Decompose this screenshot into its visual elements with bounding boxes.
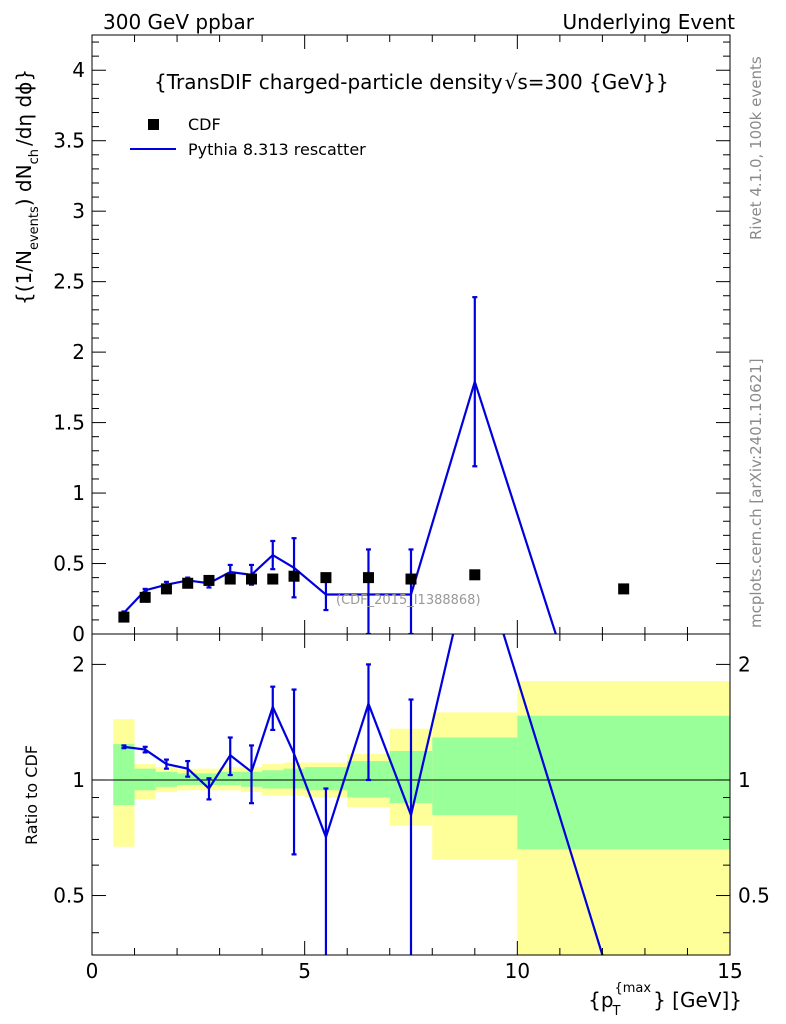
ratio-y-tick-label: 0.5 [53, 884, 85, 908]
main-y-axis-label: {(1/Nevents) dNch/dη dϕ} [12, 69, 42, 305]
chart-title-suffix: s=300 {GeV}} [517, 70, 668, 94]
band-green-7 [262, 770, 284, 789]
ratio-y-tick-label: 2 [72, 652, 85, 676]
main-y-tick-label: 3.5 [53, 129, 85, 153]
main-y-tick-label: 1.5 [53, 411, 85, 435]
cdf-point [203, 574, 215, 586]
cdf-point [405, 573, 417, 585]
ylabel-sub-ch: ch [27, 149, 42, 164]
x-axis-label: {pT {max} [GeV]} [588, 981, 742, 1019]
x-tick-label: 5 [298, 959, 311, 983]
header-left: 300 GeV ppbar [103, 10, 255, 34]
band-green-3 [177, 773, 199, 786]
cdf-point [118, 611, 130, 623]
ratio-y-tick-label-right: 1 [738, 768, 751, 792]
main-y-tick-label: 2 [72, 340, 85, 364]
x-tick-label: 10 [505, 959, 530, 983]
header-right: Underlying Event [562, 10, 735, 34]
band-green-12 [432, 737, 518, 816]
main-y-tick-label: 0 [72, 622, 85, 646]
ratio-y-tick-label-right: 0.5 [738, 884, 770, 908]
chart-title: {TransDIF charged-particle density √s=300… [154, 70, 669, 94]
cdf-point [267, 573, 279, 585]
cdf-point [320, 572, 332, 584]
cdf-point [246, 573, 257, 585]
cdf-point [139, 591, 151, 603]
band-green-13 [517, 715, 730, 850]
legend-cdf-label: CDF [188, 115, 221, 134]
legend-cdf-marker [148, 119, 159, 130]
legend: CDF Pythia 8.313 rescatter [130, 115, 366, 159]
ratio-line [123, 634, 604, 955]
x-tick-label: 0 [86, 959, 99, 983]
xlabel-part-2: } [GeV]} [653, 988, 742, 1012]
main-y-tick-label: 4 [72, 58, 85, 82]
xlabel-sup: {max [614, 981, 651, 996]
ylabel-part-2: ) dN [12, 164, 36, 206]
main-y-tick-label: 1 [72, 481, 85, 505]
ratio-y-tick-label-right: 2 [738, 652, 751, 676]
main-y-tick-label: 3 [72, 199, 85, 223]
mcplots-label: mcplots.cern.ch [arXiv:2401.10621] [747, 358, 765, 628]
xlabel-part-1: {p [588, 988, 613, 1012]
ratio-data-layer [121, 634, 604, 955]
ratio-y-tick-label: 1 [72, 768, 85, 792]
ratio-frame [91, 633, 731, 956]
ylabel-sub-events: events [27, 206, 42, 250]
band-green-2 [155, 771, 178, 787]
ratio-y-axis-label: Ratio to CDF [22, 745, 41, 845]
main-data-layer [118, 296, 630, 634]
cdf-point [469, 569, 481, 581]
band-green-0 [113, 744, 135, 806]
cdf-point [618, 583, 630, 595]
ylabel-part-1: {(1/N [12, 250, 36, 305]
chart-title-root: √ [505, 70, 518, 94]
rivet-version-label: Rivet 4.1.0, 100k events [747, 56, 765, 240]
band-green-9 [304, 767, 348, 791]
main-y-tick-label: 0.5 [53, 552, 85, 576]
xlabel-sub: T [612, 1004, 621, 1019]
ratio-axes: 0.5 0.5 1 1 2 2 0 5 10 15 [53, 633, 770, 983]
cdf-point [182, 577, 194, 589]
ylabel-part-3: /dη dϕ} [12, 69, 36, 146]
band-green-5 [219, 771, 241, 786]
legend-pythia-label: Pythia 8.313 rescatter [188, 140, 366, 159]
analysis-label: (CDF_2015_I1388868) [336, 593, 481, 608]
chart-title-prefix: {TransDIF charged-particle density [154, 70, 503, 94]
x-tick-label: 15 [717, 959, 742, 983]
main-y-tick-label: 2.5 [53, 270, 85, 294]
cdf-point [224, 573, 236, 585]
cdf-point [362, 572, 374, 584]
cdf-point [288, 570, 300, 582]
main-axes: 0 0.5 1 1.5 2 2.5 3 3.5 4 [53, 34, 731, 646]
cdf-point [160, 583, 172, 595]
